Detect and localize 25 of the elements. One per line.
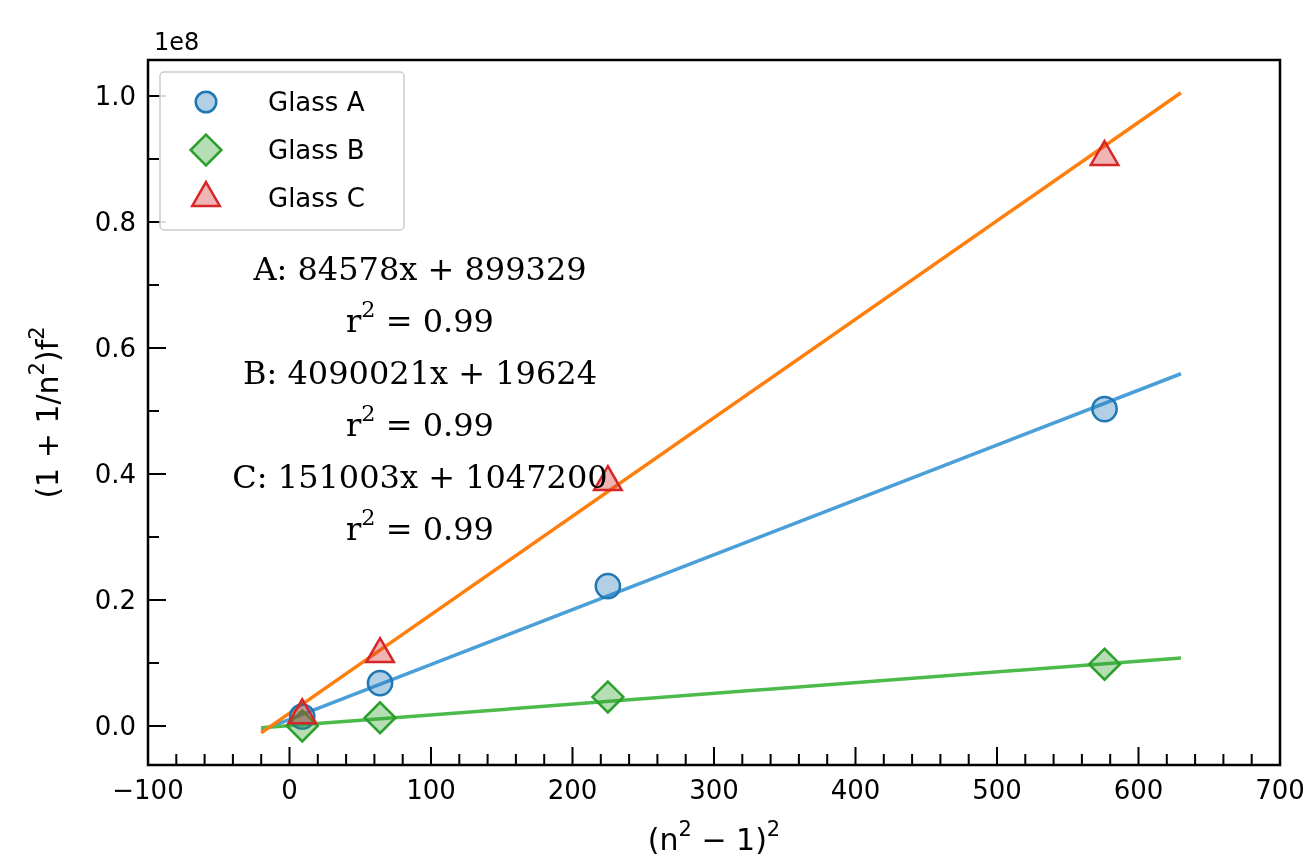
x-tick-label: 0 <box>281 775 298 805</box>
x-tick-label: −100 <box>112 775 184 805</box>
legend-label: Glass C <box>268 183 365 214</box>
annotation: r$^{2}$ = 0.99 <box>346 296 494 340</box>
x-tick-label: 400 <box>830 775 881 805</box>
y-tick-label: 1.0 <box>94 81 136 112</box>
x-axis-title: (n$^{2}$ − 1)$^{2}$ <box>647 817 781 857</box>
annotation: A: 84578x + 899329 <box>252 250 587 288</box>
y-tick-label: 0.0 <box>94 711 136 742</box>
annotation: r$^{2}$ = 0.99 <box>346 400 494 444</box>
y-tick-label: 0.6 <box>94 333 136 364</box>
annotation: r$^{2}$ = 0.99 <box>346 504 494 548</box>
x-tick-label: 600 <box>1113 775 1164 805</box>
y-tick-label: 0.4 <box>94 459 136 490</box>
x-tick-label: 100 <box>406 775 456 805</box>
legend-label: Glass A <box>268 87 365 118</box>
y-tick-label: 0.2 <box>94 585 136 616</box>
x-tick-label: 300 <box>689 775 739 805</box>
annotation: B: 4090021x + 19624 <box>243 354 597 392</box>
x-tick-label: 700 <box>1255 775 1305 805</box>
text: 1e8 <box>154 28 200 56</box>
legend-label: Glass B <box>268 135 365 166</box>
x-tick-label: 500 <box>972 775 1022 805</box>
x-tick-label: 200 <box>547 775 598 805</box>
y-tick-label: 0.8 <box>94 207 136 238</box>
